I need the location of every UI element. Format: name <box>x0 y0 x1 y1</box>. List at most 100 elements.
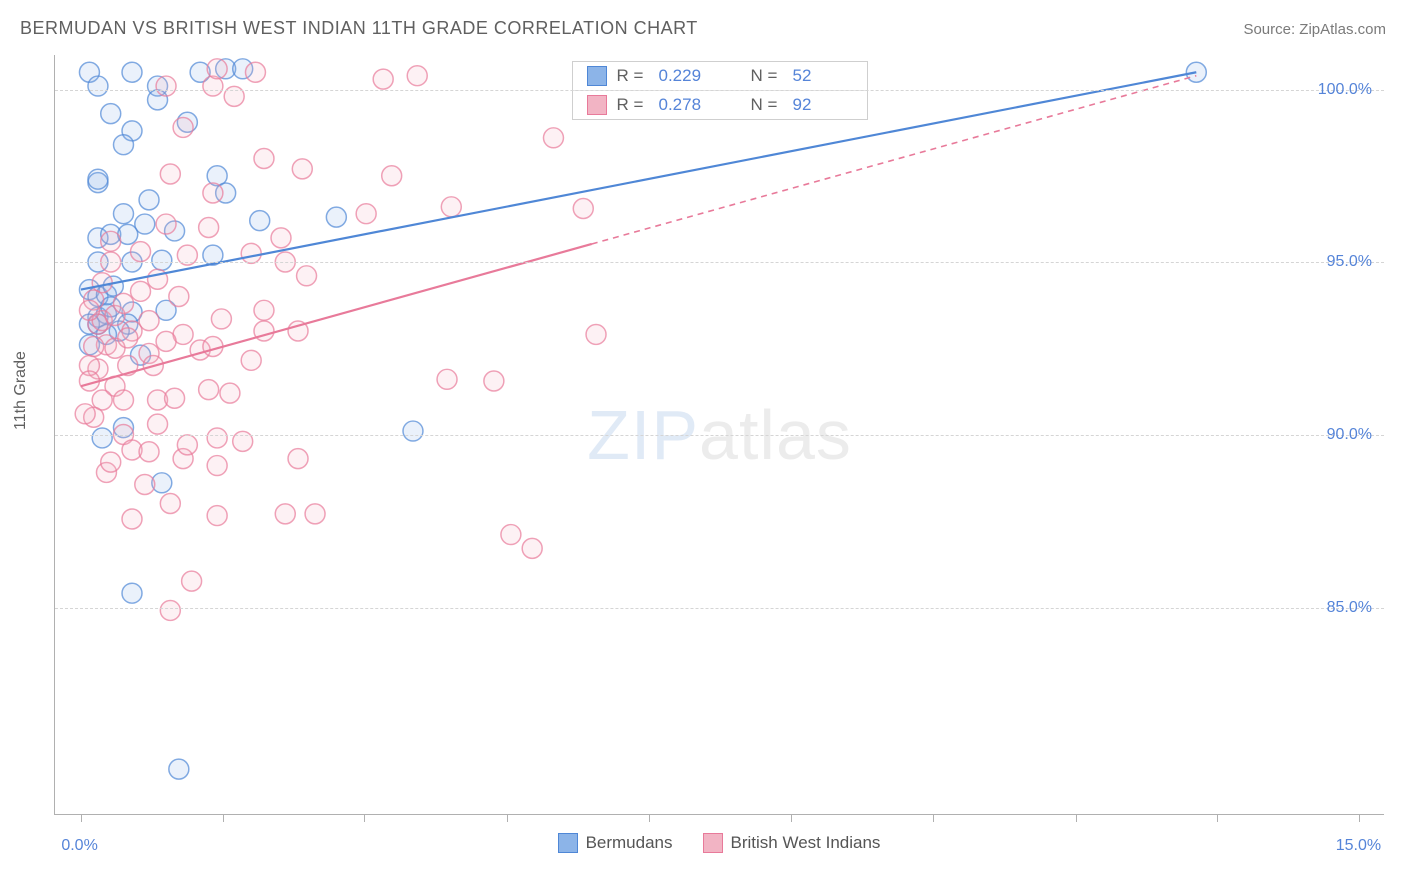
n-value: 52 <box>793 66 853 86</box>
scatter-point <box>118 328 138 348</box>
scatter-point <box>241 243 261 263</box>
scatter-point <box>182 571 202 591</box>
scatter-point <box>241 350 261 370</box>
scatter-point <box>407 66 427 86</box>
gridline <box>55 435 1384 436</box>
y-tick-label: 100.0% <box>1318 81 1372 99</box>
scatter-point <box>441 197 461 217</box>
scatter-point <box>173 117 193 137</box>
scatter-point <box>250 211 270 231</box>
scatter-point <box>114 204 134 224</box>
scatter-point <box>382 166 402 186</box>
x-tick <box>1076 814 1077 822</box>
scatter-point <box>437 369 457 389</box>
scatter-point <box>356 204 376 224</box>
x-tick <box>507 814 508 822</box>
scatter-point <box>207 456 227 476</box>
chart-title: BERMUDAN VS BRITISH WEST INDIAN 11TH GRA… <box>20 18 698 39</box>
scatter-point <box>88 76 108 96</box>
scatter-point <box>305 504 325 524</box>
scatter-point <box>220 383 240 403</box>
x-tick-label-left: 0.0% <box>61 837 97 855</box>
scatter-point <box>403 421 423 441</box>
scatter-point <box>79 300 99 320</box>
r-label: R = <box>617 66 649 86</box>
scatter-point <box>207 59 227 79</box>
n-label: N = <box>751 95 783 115</box>
scatter-point <box>88 169 108 189</box>
scatter-point <box>501 525 521 545</box>
legend-series-label: Bermudans <box>586 833 673 853</box>
scatter-point <box>288 449 308 469</box>
legend-series: Bermudans British West Indians <box>54 833 1384 853</box>
legend-swatch <box>703 833 723 853</box>
scatter-point <box>211 309 231 329</box>
scatter-point <box>165 388 185 408</box>
scatter-point <box>139 442 159 462</box>
scatter-point <box>156 331 176 351</box>
n-value: 92 <box>793 95 853 115</box>
x-tick <box>649 814 650 822</box>
scatter-point <box>297 266 317 286</box>
scatter-point <box>114 390 134 410</box>
r-label: R = <box>617 95 649 115</box>
y-tick-label: 85.0% <box>1327 599 1372 617</box>
scatter-point <box>245 62 265 82</box>
scatter-point <box>101 104 121 124</box>
x-tick-label-right: 15.0% <box>1336 837 1381 855</box>
legend-series-label: British West Indians <box>731 833 881 853</box>
scatter-point <box>484 371 504 391</box>
scatter-point <box>292 159 312 179</box>
scatter-point <box>131 281 151 301</box>
scatter-point <box>207 506 227 526</box>
scatter-point <box>275 504 295 524</box>
legend-swatch <box>587 95 607 115</box>
source-label: Source: ZipAtlas.com <box>1243 21 1386 38</box>
scatter-point <box>522 538 542 558</box>
scatter-point <box>114 135 134 155</box>
x-tick <box>791 814 792 822</box>
gridline <box>55 90 1384 91</box>
n-label: N = <box>751 66 783 86</box>
r-value: 0.229 <box>659 66 719 86</box>
scatter-point <box>169 287 189 307</box>
scatter-point <box>131 242 151 262</box>
scatter-point <box>156 214 176 234</box>
x-tick <box>1359 814 1360 822</box>
legend-series-item: Bermudans <box>558 833 673 853</box>
scatter-point <box>114 293 134 313</box>
x-tick <box>223 814 224 822</box>
legend-swatch <box>558 833 578 853</box>
scatter-point <box>326 207 346 227</box>
x-tick <box>1217 814 1218 822</box>
x-tick <box>81 814 82 822</box>
scatter-point <box>199 218 219 238</box>
scatter-point <box>543 128 563 148</box>
scatter-point <box>152 250 172 270</box>
scatter-point <box>122 583 142 603</box>
scatter-point <box>122 509 142 529</box>
scatter-point <box>160 494 180 514</box>
scatter-point <box>92 428 112 448</box>
gridline <box>55 262 1384 263</box>
scatter-point <box>101 231 121 251</box>
scatter-point <box>84 337 104 357</box>
scatter-point <box>254 300 274 320</box>
legend-correlation-row: R = 0.229 N = 52 <box>573 62 867 90</box>
scatter-point <box>271 228 291 248</box>
scatter-point <box>160 164 180 184</box>
scatter-point <box>135 475 155 495</box>
legend-swatch <box>587 66 607 86</box>
gridline <box>55 608 1384 609</box>
scatter-point <box>156 76 176 96</box>
y-tick-label: 95.0% <box>1327 253 1372 271</box>
scatter-point <box>122 62 142 82</box>
legend-correlation-row: R =0.278N =92 <box>573 90 867 119</box>
x-tick <box>933 814 934 822</box>
scatter-point <box>139 190 159 210</box>
scatter-point <box>586 324 606 344</box>
scatter-point <box>148 414 168 434</box>
scatter-point <box>169 759 189 779</box>
scatter-point <box>177 435 197 455</box>
scatter-point <box>373 69 393 89</box>
